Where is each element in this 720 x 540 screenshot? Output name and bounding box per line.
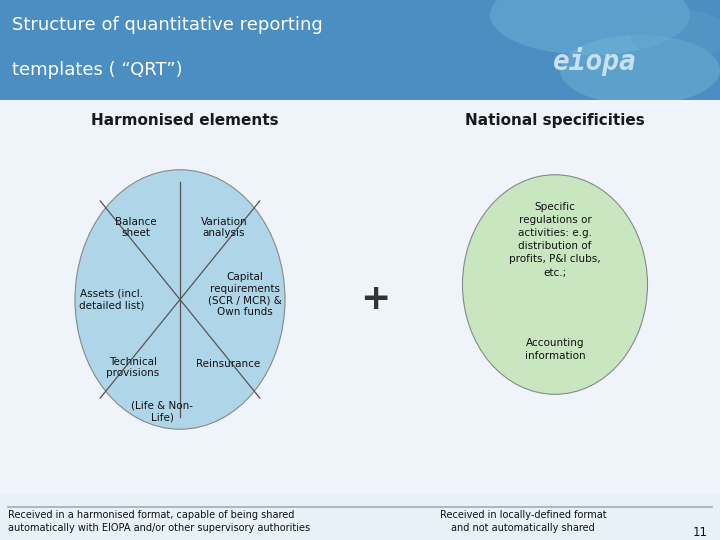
Ellipse shape xyxy=(462,175,647,394)
Text: Assets (incl.
detailed list): Assets (incl. detailed list) xyxy=(79,289,145,310)
Text: Accounting
information: Accounting information xyxy=(525,338,585,361)
Text: (Life & Non-
Life): (Life & Non- Life) xyxy=(131,401,193,422)
Text: Variation
analysis: Variation analysis xyxy=(201,217,247,239)
Text: Capital
requirements
(SCR / MCR) &
Own funds: Capital requirements (SCR / MCR) & Own f… xyxy=(208,272,282,317)
Ellipse shape xyxy=(630,10,720,60)
Text: Specific
regulations or
activities: e.g.
distribution of
profits, P&I clubs,
etc: Specific regulations or activities: e.g.… xyxy=(509,201,600,278)
Ellipse shape xyxy=(560,35,720,105)
Text: +: + xyxy=(360,282,390,316)
Text: Harmonised elements: Harmonised elements xyxy=(91,113,279,128)
Text: Technical
provisions: Technical provisions xyxy=(107,356,160,378)
Ellipse shape xyxy=(490,0,690,55)
Text: Balance
sheet: Balance sheet xyxy=(115,217,157,239)
Ellipse shape xyxy=(75,170,285,429)
Text: Structure of quantitative reporting: Structure of quantitative reporting xyxy=(12,16,323,34)
Text: Received in a harmonised format, capable of being shared
automatically with EIOP: Received in a harmonised format, capable… xyxy=(8,510,310,533)
Text: Reinsurance: Reinsurance xyxy=(196,359,260,369)
Text: National specificities: National specificities xyxy=(465,113,645,128)
Text: 11: 11 xyxy=(693,526,708,539)
Text: templates ( “QRT”): templates ( “QRT”) xyxy=(12,61,183,79)
Text: eiopa: eiopa xyxy=(553,48,637,77)
Text: Received in locally-defined format
and not automatically shared: Received in locally-defined format and n… xyxy=(440,510,607,533)
